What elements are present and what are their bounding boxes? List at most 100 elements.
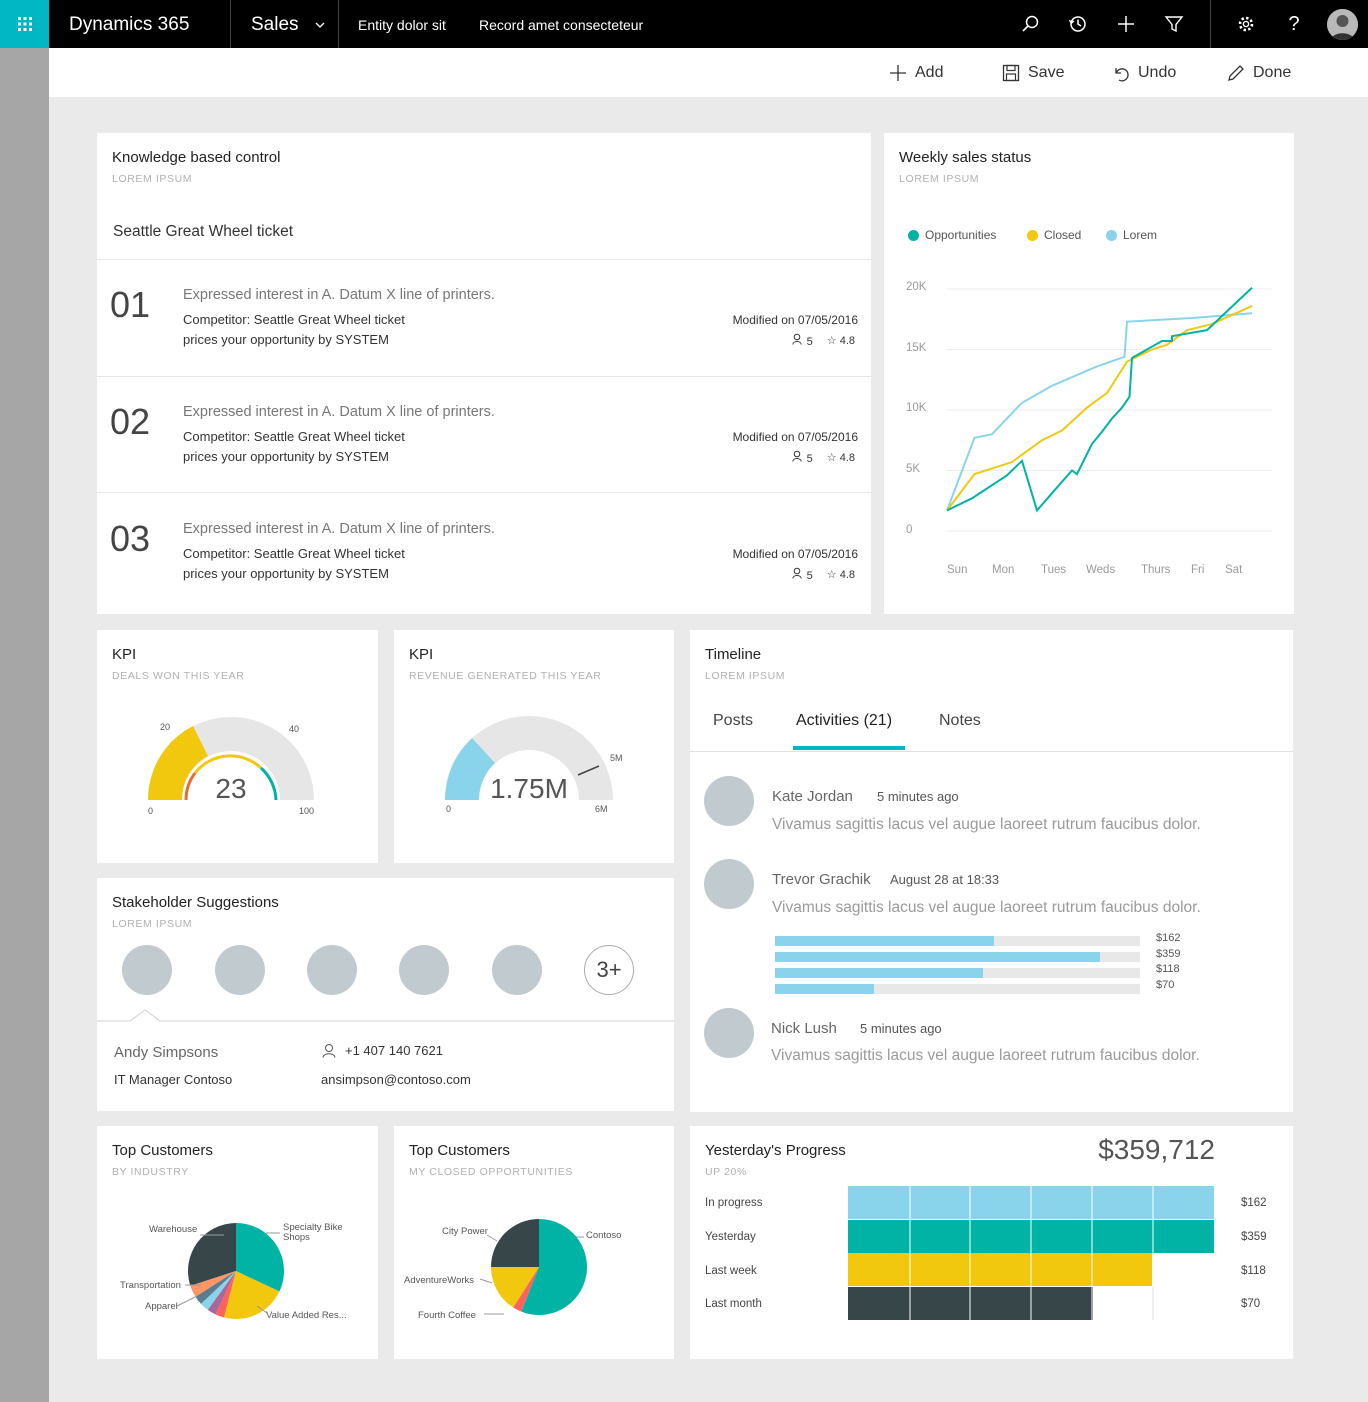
breadcrumb-entity[interactable]: Entity dolor sit [358, 17, 446, 33]
gauge-fill [147, 726, 208, 800]
series-line-lorem[interactable] [946, 312, 1253, 511]
knowledge-item[interactable]: 02 Expressed interest in A. Datum X line… [97, 376, 871, 492]
stakeholder-avatar[interactable] [492, 945, 542, 995]
gauge-fill [444, 738, 495, 800]
item-modified: Modified on 07/05/2016 [732, 430, 858, 444]
search-icon [1022, 15, 1039, 32]
add-button[interactable]: Add [889, 48, 943, 97]
done-button[interactable]: Done [1227, 48, 1291, 97]
person-icon [791, 333, 802, 345]
stakeholder-email[interactable]: ansimpson@contoso.com [321, 1072, 471, 1087]
stakeholder-phone[interactable]: +1 407 140 7621 [322, 1043, 443, 1058]
legend-closed[interactable]: Closed [1027, 228, 1081, 242]
progress-total: $359,712 [1098, 1134, 1215, 1165]
leader-line [176, 1295, 198, 1307]
save-button[interactable]: Save [1002, 48, 1064, 97]
stakeholder-avatar[interactable] [215, 945, 265, 995]
person-icon [322, 1044, 336, 1058]
left-rail [0, 0, 49, 1402]
pie-slice[interactable] [195, 1271, 236, 1304]
knowledge-item[interactable]: 01 Expressed interest in A. Datum X line… [97, 259, 871, 376]
opportunities-pie-chart [479, 1219, 587, 1315]
bar-category-label: In progress [705, 1197, 763, 1209]
bar-value-label: $162 [1241, 1197, 1267, 1209]
avatar[interactable] [704, 1008, 754, 1058]
pie-slice[interactable] [513, 1267, 539, 1312]
more-stakeholders-button[interactable]: 3+ [584, 945, 634, 995]
search-button[interactable] [1018, 12, 1042, 36]
avatar [1327, 9, 1358, 40]
card-title: Top Customers [409, 1142, 510, 1159]
knowledge-item[interactable]: 03 Expressed interest in A. Datum X line… [97, 492, 871, 614]
stakeholder-avatar[interactable] [122, 945, 172, 995]
pie-slice[interactable] [491, 1219, 539, 1267]
progress-card: Yesterday's Progress UP 20% $359,712 In … [690, 1126, 1293, 1359]
item-rating: ☆ 4.8 [826, 569, 855, 581]
help-button[interactable]: ? [1282, 12, 1306, 36]
stakeholder-name[interactable]: Andy Simpsons [114, 1044, 219, 1061]
avatar[interactable] [704, 859, 754, 909]
avatar[interactable] [704, 776, 754, 826]
legend-opportunities[interactable]: Opportunities [908, 228, 996, 242]
deals-gauge [147, 717, 314, 801]
plus-icon [1118, 16, 1134, 32]
entry-author[interactable]: Trevor Grachik [772, 871, 871, 888]
series-line-closed[interactable] [946, 305, 1253, 512]
history-button[interactable] [1066, 12, 1090, 36]
card-subtitle: BY INDUSTRY [112, 1166, 189, 1178]
app-launcher-button[interactable] [0, 0, 49, 48]
pie-slice[interactable] [188, 1223, 236, 1286]
tab-posts[interactable]: Posts [713, 712, 754, 729]
gauge-tick: 6M [595, 804, 608, 814]
filter-button[interactable] [1162, 12, 1186, 36]
stakeholder-avatar[interactable] [399, 945, 449, 995]
pie-label: Contoso [586, 1230, 622, 1241]
entry-author[interactable]: Kate Jordan [772, 788, 853, 805]
gauge-ring-red [184, 772, 197, 801]
pie-slice[interactable] [521, 1219, 587, 1315]
new-button[interactable] [1114, 12, 1138, 36]
leader-line [486, 1234, 498, 1242]
card-subtitle: LOREM IPSUM [899, 173, 980, 185]
stakeholder-avatar[interactable] [307, 945, 357, 995]
breadcrumb-record[interactable]: Record amet consecteteur [479, 17, 644, 33]
item-modified: Modified on 07/05/2016 [732, 313, 858, 327]
tab-notes[interactable]: Notes [939, 712, 981, 729]
save-label: Save [1028, 63, 1065, 81]
item-line2: Competitor: Seattle Great Wheel ticket [183, 429, 405, 444]
gauge-tick: 5M [610, 753, 623, 763]
settings-button[interactable] [1234, 12, 1258, 36]
filter-icon [1164, 16, 1184, 33]
gauge-ring-yellow [193, 754, 263, 774]
stakeholder-card: Stakeholder Suggestions LOREM IPSUM 3+ A… [97, 878, 674, 1111]
legend-lorem[interactable]: Lorem [1106, 228, 1157, 242]
knowledge-heading: Seattle Great Wheel ticket [113, 223, 294, 240]
undo-button[interactable]: Undo [1112, 48, 1176, 97]
entry-author[interactable]: Nick Lush [771, 1020, 837, 1037]
industry-pie-chart [176, 1223, 284, 1319]
pie-slice[interactable] [201, 1271, 236, 1310]
pie-slice[interactable] [190, 1271, 236, 1297]
bar-track [775, 952, 1140, 962]
top-navigation-bar: Dynamics 365 Sales Entity dolor sit Reco… [0, 0, 1368, 48]
pie-slice[interactable] [236, 1223, 284, 1292]
card-title: Stakeholder Suggestions [112, 894, 279, 911]
module-selector[interactable]: Sales [251, 0, 326, 48]
series-line-opportunities[interactable] [946, 287, 1253, 513]
pie-label: Apparel [145, 1301, 178, 1312]
pie-slice[interactable] [224, 1271, 280, 1319]
gauge-target-marker [577, 765, 600, 776]
y-tick-label: 10K [906, 402, 927, 414]
gauge-tick: 20 [160, 722, 171, 732]
progress-bar [848, 1287, 1094, 1320]
pie-slice[interactable] [207, 1271, 236, 1315]
app-name[interactable]: Dynamics 365 [69, 14, 190, 35]
person-icon [791, 450, 802, 462]
item-users: 5 [791, 567, 813, 582]
x-tick-label: Tues [1041, 564, 1067, 576]
pie-slice[interactable] [215, 1271, 236, 1318]
command-bar: Add Save Undo Done [49, 48, 1368, 97]
pie-slice[interactable] [491, 1267, 539, 1308]
tab-activities[interactable]: Activities (21) [796, 712, 893, 729]
user-avatar[interactable] [1327, 9, 1358, 40]
